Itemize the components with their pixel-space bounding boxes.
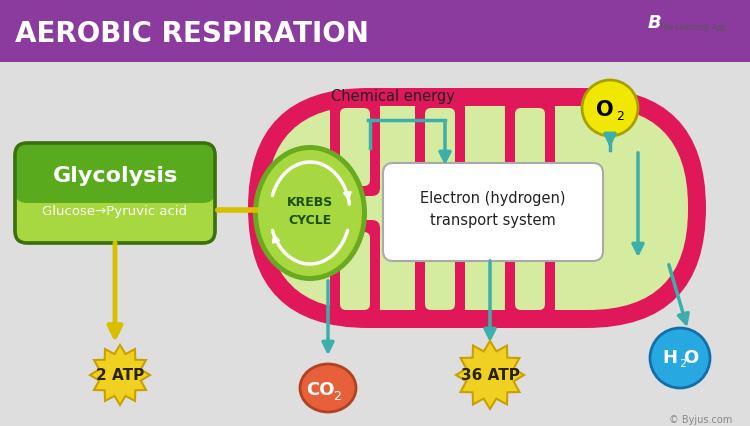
FancyBboxPatch shape	[340, 108, 370, 186]
Text: 2: 2	[680, 359, 686, 369]
Circle shape	[582, 80, 638, 136]
FancyBboxPatch shape	[633, 1, 677, 45]
Ellipse shape	[258, 150, 362, 276]
FancyBboxPatch shape	[15, 143, 215, 203]
Text: Electron (hydrogen): Electron (hydrogen)	[420, 190, 566, 205]
FancyBboxPatch shape	[266, 106, 688, 310]
FancyBboxPatch shape	[330, 100, 380, 196]
FancyBboxPatch shape	[330, 220, 380, 316]
FancyBboxPatch shape	[248, 88, 706, 328]
Text: H: H	[662, 349, 677, 367]
FancyBboxPatch shape	[515, 232, 545, 310]
Text: 2 ATP: 2 ATP	[96, 368, 144, 383]
FancyBboxPatch shape	[425, 108, 455, 186]
Text: CO: CO	[306, 381, 334, 399]
Text: KREBS: KREBS	[286, 196, 333, 210]
Text: CYCLE: CYCLE	[288, 215, 332, 227]
FancyBboxPatch shape	[515, 108, 545, 186]
Text: BYJU'S: BYJU'S	[667, 9, 710, 23]
FancyBboxPatch shape	[415, 100, 465, 196]
FancyBboxPatch shape	[415, 220, 465, 316]
Text: © Byjus.com: © Byjus.com	[669, 415, 732, 425]
Text: 2: 2	[333, 389, 341, 403]
Ellipse shape	[300, 364, 356, 412]
Text: Glycolysis: Glycolysis	[53, 166, 178, 186]
Text: Glucose→Pyruvic acid: Glucose→Pyruvic acid	[43, 204, 188, 218]
FancyBboxPatch shape	[340, 232, 370, 310]
Text: 2: 2	[616, 109, 624, 123]
Polygon shape	[90, 345, 150, 405]
FancyBboxPatch shape	[15, 143, 215, 243]
Text: transport system: transport system	[430, 213, 556, 227]
Ellipse shape	[253, 145, 367, 281]
Text: AEROBIC RESPIRATION: AEROBIC RESPIRATION	[15, 20, 369, 48]
Polygon shape	[456, 341, 524, 409]
Text: O: O	[683, 349, 699, 367]
FancyBboxPatch shape	[383, 163, 603, 261]
Text: Chemical energy: Chemical energy	[331, 89, 455, 104]
Text: B: B	[648, 14, 662, 32]
Text: 36 ATP: 36 ATP	[460, 368, 520, 383]
FancyBboxPatch shape	[505, 100, 555, 196]
Text: The Learning App: The Learning App	[659, 23, 727, 32]
FancyBboxPatch shape	[0, 0, 750, 62]
Circle shape	[650, 328, 710, 388]
Text: O: O	[596, 100, 613, 120]
FancyBboxPatch shape	[425, 232, 455, 310]
FancyBboxPatch shape	[505, 220, 555, 316]
